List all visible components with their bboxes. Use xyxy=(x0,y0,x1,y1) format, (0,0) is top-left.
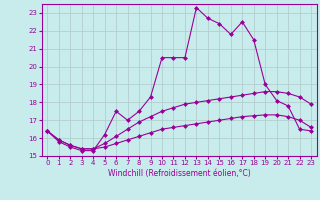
X-axis label: Windchill (Refroidissement éolien,°C): Windchill (Refroidissement éolien,°C) xyxy=(108,169,251,178)
